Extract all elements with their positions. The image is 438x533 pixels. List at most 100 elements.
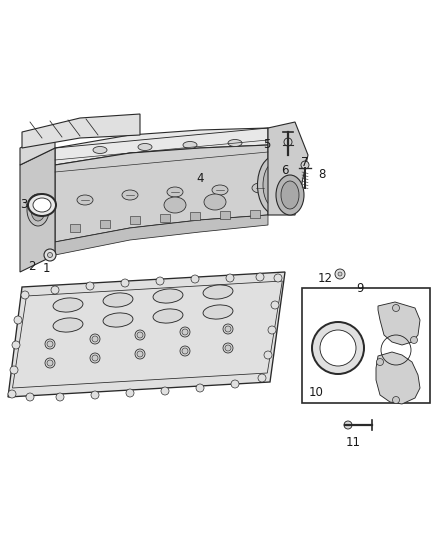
Circle shape (182, 348, 188, 354)
Circle shape (231, 380, 239, 388)
Ellipse shape (138, 143, 152, 150)
Circle shape (377, 359, 384, 366)
Text: 6: 6 (281, 164, 289, 176)
Bar (250, 210, 260, 218)
Circle shape (156, 277, 164, 285)
Ellipse shape (53, 298, 83, 312)
Bar (302, 288, 430, 403)
Ellipse shape (281, 181, 299, 209)
Circle shape (45, 358, 55, 368)
Text: 8: 8 (318, 168, 326, 182)
Text: 1: 1 (42, 262, 50, 274)
Polygon shape (55, 128, 268, 165)
Polygon shape (268, 122, 308, 215)
Ellipse shape (53, 318, 83, 332)
Polygon shape (8, 272, 285, 397)
Circle shape (271, 301, 279, 309)
Polygon shape (376, 352, 420, 404)
Circle shape (226, 274, 234, 282)
Bar (220, 211, 230, 219)
Text: 7: 7 (301, 157, 309, 169)
Bar (130, 216, 140, 224)
Circle shape (12, 341, 20, 349)
Ellipse shape (164, 197, 186, 213)
Ellipse shape (204, 194, 226, 210)
Circle shape (223, 343, 233, 353)
Ellipse shape (276, 175, 304, 215)
Ellipse shape (103, 293, 133, 307)
Text: 4: 4 (196, 172, 204, 184)
Ellipse shape (122, 190, 138, 200)
Ellipse shape (33, 198, 51, 212)
Circle shape (338, 272, 342, 276)
Circle shape (256, 273, 264, 281)
Circle shape (180, 346, 190, 356)
Circle shape (92, 336, 98, 342)
Circle shape (8, 390, 16, 398)
Ellipse shape (77, 195, 93, 205)
Text: 2: 2 (28, 260, 36, 272)
Circle shape (10, 366, 18, 374)
Circle shape (392, 397, 399, 403)
Text: 3: 3 (20, 198, 28, 212)
Ellipse shape (312, 322, 364, 374)
Ellipse shape (212, 185, 228, 195)
Bar (190, 212, 200, 220)
Circle shape (26, 393, 34, 401)
Ellipse shape (103, 313, 133, 327)
Circle shape (258, 374, 266, 382)
Circle shape (335, 269, 345, 279)
Circle shape (392, 304, 399, 311)
Circle shape (180, 327, 190, 337)
Bar (70, 224, 80, 232)
Circle shape (225, 345, 231, 351)
Ellipse shape (167, 187, 183, 197)
Circle shape (45, 339, 55, 349)
Circle shape (225, 326, 231, 332)
Circle shape (196, 384, 204, 392)
Ellipse shape (228, 140, 242, 147)
Bar (100, 220, 110, 228)
Circle shape (137, 332, 143, 338)
Circle shape (21, 291, 29, 299)
Polygon shape (20, 148, 55, 272)
Polygon shape (22, 114, 140, 148)
Circle shape (56, 393, 64, 401)
Circle shape (137, 351, 143, 357)
Circle shape (47, 341, 53, 347)
Circle shape (182, 329, 188, 335)
Circle shape (121, 279, 129, 287)
Circle shape (410, 336, 417, 343)
Text: 10: 10 (308, 385, 323, 399)
Text: 9: 9 (356, 281, 364, 295)
Circle shape (126, 389, 134, 397)
Circle shape (51, 286, 59, 294)
Circle shape (274, 274, 282, 282)
Ellipse shape (153, 309, 183, 323)
Circle shape (344, 421, 352, 429)
Polygon shape (55, 215, 268, 255)
Ellipse shape (31, 199, 45, 221)
Ellipse shape (320, 330, 356, 366)
Circle shape (301, 161, 309, 169)
Text: 12: 12 (318, 271, 332, 285)
Circle shape (268, 326, 276, 334)
Ellipse shape (252, 183, 268, 193)
Ellipse shape (28, 194, 56, 216)
Circle shape (191, 275, 199, 283)
Ellipse shape (153, 289, 183, 303)
Circle shape (86, 282, 94, 290)
Ellipse shape (93, 147, 107, 154)
Circle shape (91, 391, 99, 399)
Bar (160, 214, 170, 222)
Circle shape (135, 330, 145, 340)
Polygon shape (55, 145, 268, 242)
Circle shape (135, 349, 145, 359)
Ellipse shape (263, 163, 287, 207)
Circle shape (90, 353, 100, 363)
Polygon shape (20, 132, 55, 165)
Polygon shape (378, 302, 420, 345)
Ellipse shape (258, 156, 293, 214)
Text: 11: 11 (346, 437, 360, 449)
Circle shape (161, 387, 169, 395)
